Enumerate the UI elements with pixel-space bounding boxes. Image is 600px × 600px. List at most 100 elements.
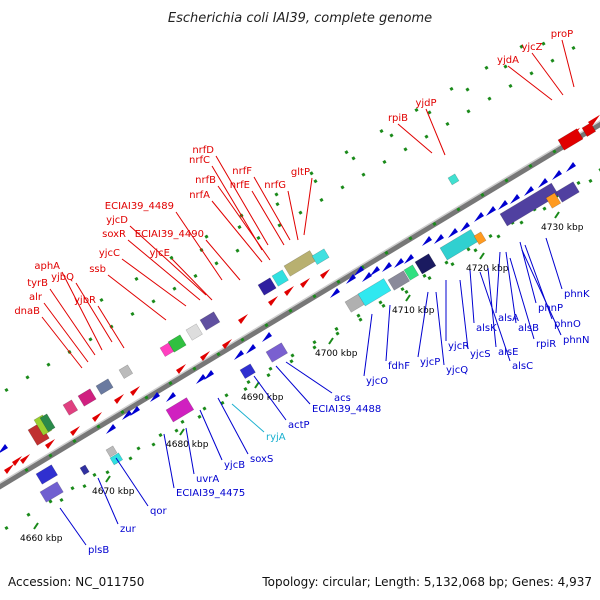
coordinate-dot <box>96 424 101 429</box>
reverse-feature-block <box>545 192 562 209</box>
gene-label: actP <box>288 420 310 431</box>
gene-label: yjcS <box>470 349 491 360</box>
gene-arrow <box>300 278 310 288</box>
forward-feature-block <box>118 364 134 379</box>
gene-arrow <box>222 339 232 349</box>
coordinate-dot <box>444 260 449 265</box>
coordinate-dot <box>144 395 149 400</box>
gene-label: alsA <box>498 313 519 324</box>
gene-label: yjcQ <box>446 365 468 376</box>
coordinate-dot <box>422 273 427 278</box>
gene-leader-line <box>49 288 96 356</box>
gene-arrow <box>106 424 116 434</box>
coordinate-dot <box>319 197 324 203</box>
gene-label: acs <box>334 393 351 404</box>
coordinate-dot <box>24 467 29 473</box>
coordinate-dot <box>414 107 419 113</box>
coordinate-dot <box>256 235 261 241</box>
gene-label: nrfA <box>189 190 210 201</box>
tick-label: 4710 kbp <box>392 306 435 316</box>
coordinate-dot <box>488 233 493 239</box>
gene-label: yjcC <box>99 248 120 259</box>
gene-label: ECIAI39_4489 <box>105 201 174 212</box>
gene-arrow <box>0 444 8 453</box>
coordinate-dot <box>340 185 345 190</box>
gene-label: plsB <box>88 545 109 556</box>
gene-label: yjcO <box>366 376 388 387</box>
gene-leader-line <box>435 291 445 366</box>
gene-arrow <box>130 386 140 396</box>
gene-label: yjcZ <box>521 42 542 53</box>
gene-label: yjbR <box>74 295 96 306</box>
gene-label: phnO <box>554 319 581 330</box>
coordinate-dot <box>130 311 135 317</box>
forward-feature-block <box>199 311 221 331</box>
gene-leader-line <box>61 271 103 351</box>
gene-label: ECIAI39_4490 <box>135 229 204 240</box>
gene-arrow <box>130 406 140 416</box>
gene-arrow <box>474 212 484 222</box>
gene-arrow <box>70 426 80 436</box>
gene-leader-line <box>97 305 125 349</box>
gene-arrow <box>20 454 30 464</box>
gene-arrow <box>486 206 496 216</box>
gene-leader-line <box>107 274 167 321</box>
coordinate-dot <box>542 206 547 211</box>
reverse-feature-block <box>414 253 437 275</box>
coordinate-dot <box>202 406 207 411</box>
coordinate-dot <box>351 156 356 161</box>
reverse-feature-block <box>39 481 64 503</box>
coordinate-dot <box>289 359 294 364</box>
coordinate-dot <box>48 453 53 458</box>
reverse-feature-block <box>499 182 559 227</box>
gene-arrow <box>238 314 248 324</box>
coordinate-dot <box>151 442 156 447</box>
gene-label: yjcE <box>149 248 170 259</box>
gene-label: nrfC <box>189 155 210 166</box>
gene-label: ECIAI39_4488 <box>312 404 381 415</box>
gene-arrow <box>196 374 206 384</box>
gene-arrow <box>346 274 356 284</box>
gene-arrow <box>524 186 534 196</box>
gene-label: yjbQ <box>51 272 74 283</box>
gene-label: aphA <box>34 261 60 272</box>
gene-leader-line <box>115 457 149 507</box>
gene-label: yjdP <box>415 98 436 109</box>
gene-arrow <box>200 351 210 361</box>
coordinate-dot <box>378 300 383 305</box>
gene-leader-line <box>509 257 535 340</box>
coordinate-dot <box>192 366 197 371</box>
gene-leader-line <box>479 271 511 362</box>
coordinate-dot <box>134 276 139 281</box>
label-leader-layer <box>41 39 575 546</box>
gene-label: ryjA <box>266 432 286 443</box>
gene-label: yjcP <box>420 357 440 368</box>
reverse-feature-block <box>79 464 90 476</box>
coordinate-dot <box>432 221 437 226</box>
gene-arrow <box>45 439 55 449</box>
gene-arrow <box>538 178 548 188</box>
gene-label: qor <box>150 506 167 517</box>
coordinate-dot <box>403 147 408 152</box>
gene-leader-line <box>425 108 446 156</box>
coordinate-dot <box>519 220 524 225</box>
gene-leader-line <box>127 239 201 301</box>
reverse-feature-block <box>165 397 195 423</box>
coordinate-dot <box>48 499 53 504</box>
coordinate-dot <box>4 525 9 531</box>
gene-arrow <box>370 266 380 276</box>
forward-feature-block <box>185 323 203 341</box>
gene-leader-line <box>531 52 564 96</box>
gene-arrow <box>510 194 520 204</box>
coordinate-dot <box>214 261 219 266</box>
gene-arrow <box>246 344 256 354</box>
gene-arrow <box>122 410 132 420</box>
coordinate-dot <box>216 352 221 357</box>
gene-label: alsK <box>476 323 497 334</box>
coordinate-dot <box>504 178 509 183</box>
gene-leader-line <box>253 176 291 241</box>
gene-label: yjcD <box>106 215 128 226</box>
gene-label: soxS <box>250 454 273 465</box>
gene-label: alsE <box>498 347 518 358</box>
